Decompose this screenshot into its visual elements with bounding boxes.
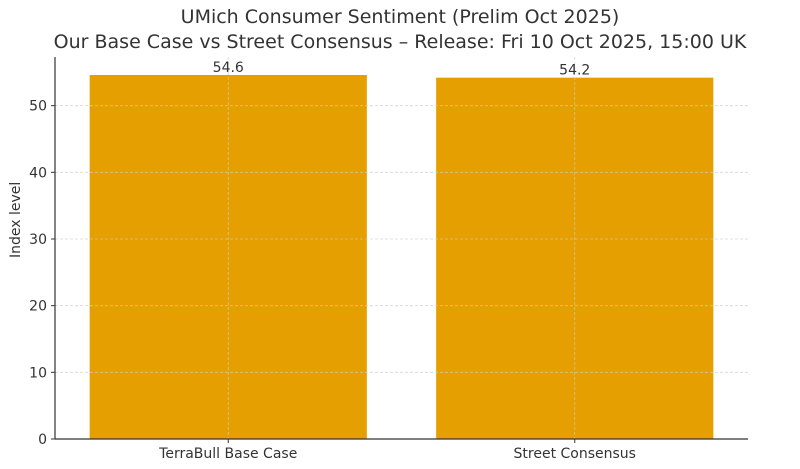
y-tick-label: 20 (29, 299, 47, 315)
chart-title: UMich Consumer Sentiment (Prelim Oct 202… (180, 6, 620, 28)
data-label: 54.6 (213, 60, 244, 76)
y-tick-label: 40 (29, 165, 47, 181)
y-tick-label: 30 (29, 232, 47, 248)
x-tick-label: Street Consensus (514, 446, 636, 462)
chart-subtitle: Our Base Case vs Street Consensus – Rele… (53, 31, 747, 53)
y-tick-label: 50 (29, 99, 47, 115)
x-tick-label: TerraBull Base Case (158, 446, 297, 462)
data-label: 54.2 (559, 63, 590, 79)
y-tick-label: 0 (38, 432, 47, 448)
y-tick-label: 10 (29, 365, 47, 381)
